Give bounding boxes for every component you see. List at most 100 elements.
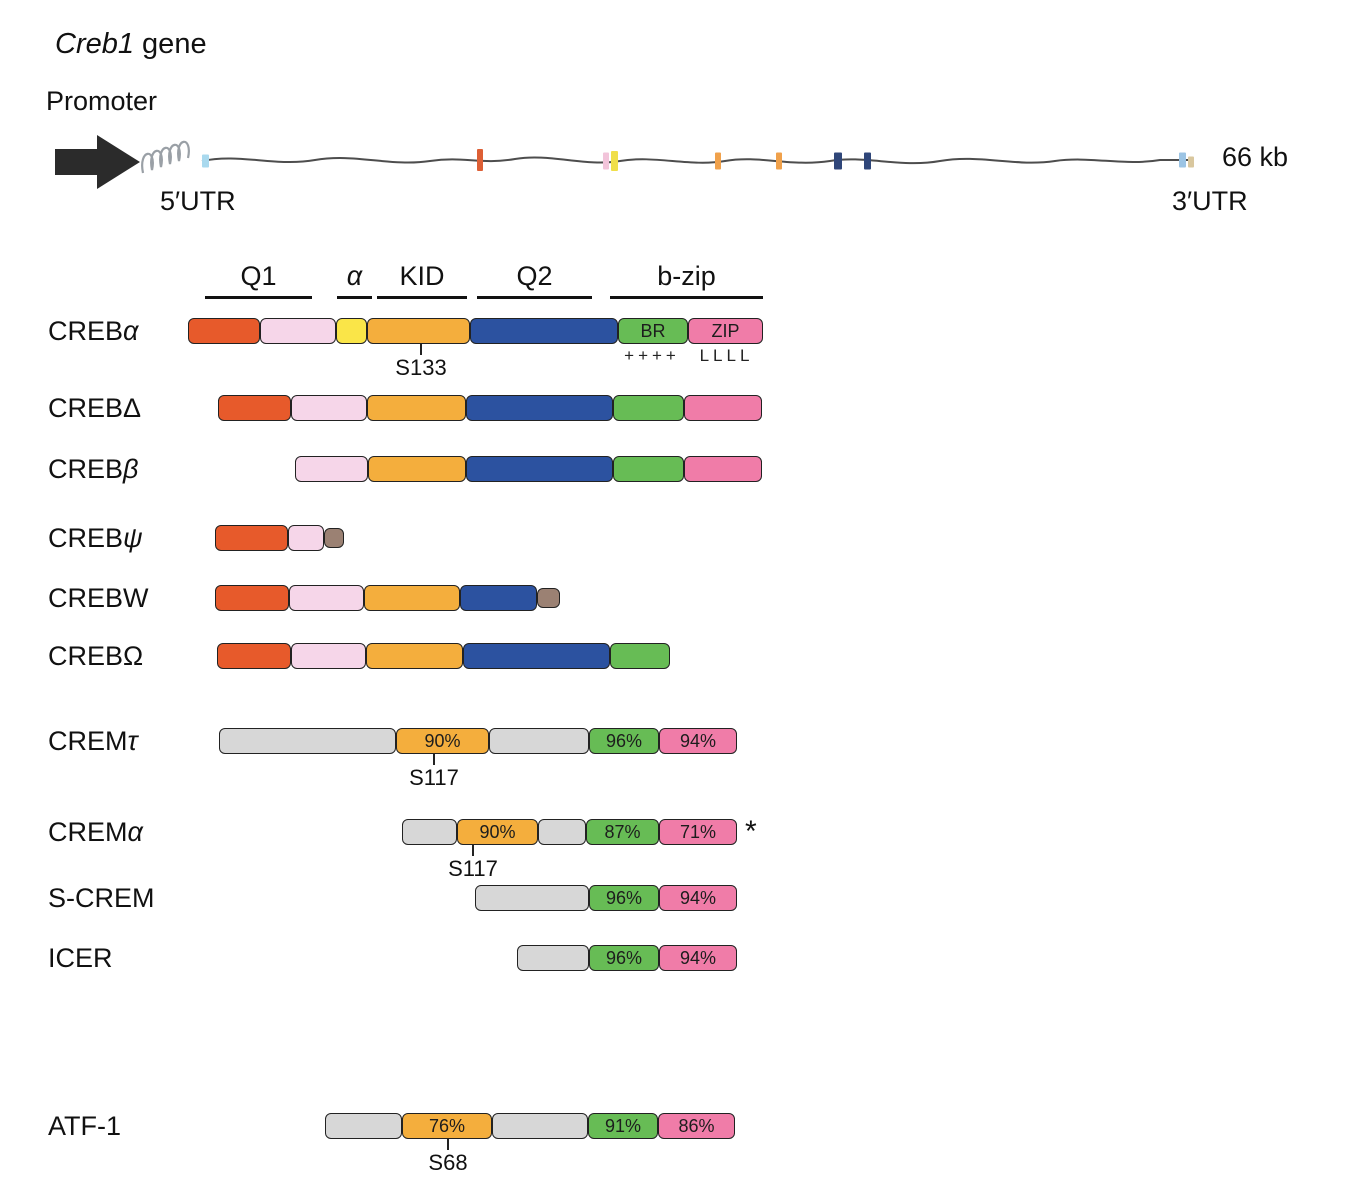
segment-stub bbox=[537, 588, 560, 608]
phospho-site-tick bbox=[420, 344, 422, 355]
row-label-atf-1: ATF-1 bbox=[48, 1110, 121, 1142]
segment-zip: ZIP bbox=[688, 318, 763, 344]
segment-br: 96% bbox=[589, 945, 659, 971]
segment-q2 bbox=[463, 643, 610, 669]
exon-mark bbox=[776, 152, 782, 170]
segment-zip: 94% bbox=[659, 945, 737, 971]
row-label-suffix: α bbox=[123, 316, 139, 346]
segment-gray bbox=[325, 1113, 402, 1139]
segment-q2 bbox=[466, 456, 613, 482]
gene-line bbox=[201, 156, 1192, 165]
row-label-creb-delta: CREBΔ bbox=[48, 392, 141, 424]
row-label-suffix: W bbox=[123, 583, 149, 613]
segment-q2 bbox=[460, 585, 537, 611]
exon-mark bbox=[864, 152, 871, 170]
segment-kid bbox=[367, 395, 466, 421]
row-label-creb-omega: CREBΩ bbox=[48, 640, 143, 672]
segment-kid: 90% bbox=[457, 819, 538, 845]
row-label-s-crem: S-CREM bbox=[48, 882, 155, 914]
segment-br: 87% bbox=[586, 819, 659, 845]
phospho-site-tick bbox=[433, 754, 435, 765]
row-label-suffix: Ω bbox=[123, 641, 144, 671]
domain-header-underline bbox=[337, 296, 372, 299]
row-label-creb-w: CREBW bbox=[48, 582, 149, 614]
phospho-site-label: S117 bbox=[448, 856, 498, 881]
segment-q2 bbox=[470, 318, 618, 344]
segment-br: 91% bbox=[588, 1113, 658, 1139]
exon-mark bbox=[477, 149, 483, 171]
segment-zip: 94% bbox=[659, 728, 737, 754]
segment-gray bbox=[489, 728, 589, 754]
exon-mark bbox=[611, 151, 618, 171]
segment-zip bbox=[684, 456, 762, 482]
segment-br: 96% bbox=[589, 885, 659, 911]
phospho-site-label: S133 bbox=[395, 355, 447, 380]
segment-pale_pink bbox=[295, 456, 368, 482]
row-label-icer: ICER bbox=[48, 942, 113, 974]
segment-stub bbox=[324, 528, 344, 548]
phospho-site-label: S117 bbox=[409, 765, 459, 790]
segment-gray bbox=[402, 819, 457, 845]
segment-kid bbox=[367, 318, 470, 344]
segment-pale_pink bbox=[291, 643, 366, 669]
row-label-suffix: ψ bbox=[123, 523, 143, 553]
segment-kid bbox=[368, 456, 466, 482]
segment-br bbox=[613, 395, 684, 421]
domain-header-1: α bbox=[346, 261, 363, 291]
segment-kid: 90% bbox=[396, 728, 489, 754]
segment-zip: 71% bbox=[659, 819, 737, 845]
exon-mark bbox=[715, 152, 721, 170]
segment-kid: 76% bbox=[402, 1113, 492, 1139]
exon-mark bbox=[603, 152, 609, 170]
segment-q1 bbox=[218, 395, 291, 421]
row-label-crem-alpha: CREMα bbox=[48, 816, 143, 848]
segment-zip: 86% bbox=[658, 1113, 735, 1139]
segment-gray bbox=[517, 945, 589, 971]
utr5-label: 5′UTR bbox=[160, 186, 236, 216]
segment-pale_pink bbox=[260, 318, 336, 344]
row-label-prefix: S-CREM bbox=[48, 883, 155, 913]
row-label-crem-tau: CREMτ bbox=[48, 725, 138, 757]
promoter-arrow-icon bbox=[55, 135, 140, 189]
domain-header-underline bbox=[477, 296, 592, 299]
segment-q1 bbox=[217, 643, 291, 669]
dna-coil-icon bbox=[141, 140, 190, 174]
segment-gray bbox=[538, 819, 586, 845]
exon-mark bbox=[1188, 156, 1194, 168]
segment-pale_pink bbox=[289, 585, 364, 611]
segment-q1 bbox=[215, 525, 288, 551]
row-label-creb-beta: CREBβ bbox=[48, 453, 138, 485]
domain-header-4: b-zip bbox=[657, 261, 716, 291]
exon-mark bbox=[834, 152, 842, 170]
domain-header-3: Q2 bbox=[516, 261, 553, 291]
segment-kid bbox=[366, 643, 463, 669]
gene-name: Creb1 bbox=[55, 28, 134, 60]
segment-q1 bbox=[188, 318, 260, 344]
phospho-site-label: S68 bbox=[428, 1150, 468, 1175]
title-rest: gene bbox=[134, 28, 207, 60]
residue-annotation: ++++ bbox=[624, 346, 680, 365]
row-label-creb-psi: CREBψ bbox=[48, 522, 143, 554]
exon-mark bbox=[202, 154, 209, 168]
segment-alpha bbox=[336, 318, 367, 344]
exon-marks-group bbox=[202, 149, 1194, 171]
asterisk-note: * bbox=[745, 815, 757, 848]
row-label-prefix: CREB bbox=[48, 523, 124, 553]
row-label-prefix: CREB bbox=[48, 583, 124, 613]
row-label-prefix: CREB bbox=[48, 454, 124, 484]
segment-zip: 94% bbox=[659, 885, 737, 911]
figure-title: Creb1 gene bbox=[55, 28, 207, 61]
row-label-suffix: Δ bbox=[123, 393, 142, 423]
row-label-prefix: CREB bbox=[48, 316, 124, 346]
exon-mark bbox=[1179, 152, 1186, 168]
segment-q1 bbox=[215, 585, 289, 611]
gene-map bbox=[55, 135, 1194, 189]
segment-kid bbox=[364, 585, 460, 611]
phospho-site-tick bbox=[472, 845, 474, 856]
segment-q2 bbox=[466, 395, 613, 421]
segment-br bbox=[610, 643, 670, 669]
domain-header-2: KID bbox=[399, 261, 445, 291]
domain-header-underline bbox=[610, 296, 763, 299]
row-label-prefix: CREB bbox=[48, 393, 124, 423]
